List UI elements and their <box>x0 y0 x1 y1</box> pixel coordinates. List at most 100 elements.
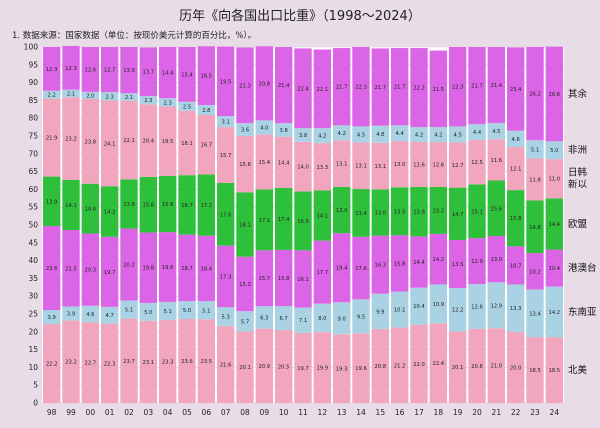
bar-segment <box>139 104 158 177</box>
data-label: 21.7 <box>336 85 348 91</box>
bar-segment <box>81 47 100 92</box>
bar-segment <box>216 127 235 183</box>
data-label: 10.4 <box>549 266 561 272</box>
bar-segment <box>120 300 138 319</box>
data-label: 15.7 <box>259 276 271 282</box>
y-tick-label: 95 <box>28 60 38 69</box>
data-label: 18.1 <box>239 222 251 228</box>
bar-segment <box>448 142 467 188</box>
bar-segment <box>448 126 467 143</box>
bar-segment <box>100 323 119 403</box>
y-tick-label: 70 <box>28 149 38 158</box>
bar-segment <box>410 186 428 237</box>
data-label: 7.1 <box>299 318 307 324</box>
data-label: 4.8 <box>376 132 384 138</box>
bar-segment <box>390 291 409 328</box>
bar-segment <box>216 116 235 128</box>
x-tick-label: 07 <box>221 408 231 417</box>
bar-segment <box>313 303 332 333</box>
data-label: 23.7 <box>123 359 135 365</box>
chart-title: 历年《向各国出口比重》（1998～2024） <box>179 8 421 24</box>
data-label: 22.1 <box>123 138 135 144</box>
legend-entry: 非洲 <box>568 144 587 156</box>
bar-segment <box>487 123 506 140</box>
x-tick-label: 13 <box>337 408 347 417</box>
bar-segment <box>62 89 80 98</box>
bar-segment <box>448 239 467 289</box>
bar-segment <box>42 90 61 99</box>
x-tick-label: 20 <box>472 408 482 417</box>
data-label: 4.6 <box>512 137 520 143</box>
bar-segment <box>313 128 332 144</box>
bar-segment <box>100 306 119 324</box>
data-label: 15.8 <box>510 216 522 222</box>
bar-segment <box>100 186 119 237</box>
bar-segment <box>410 142 428 187</box>
bar-segment <box>487 47 506 124</box>
bar-segment <box>178 47 196 102</box>
data-label: 21.4 <box>491 83 503 89</box>
bar-segment <box>294 128 312 142</box>
data-label: 5.0 <box>183 308 191 314</box>
bar-segment <box>390 235 409 292</box>
data-label: 5.7 <box>241 319 249 325</box>
data-label: 21.5 <box>433 87 445 93</box>
bar-segment <box>410 324 428 403</box>
data-label: 23.5 <box>201 359 213 365</box>
data-label: 20.5 <box>278 365 290 371</box>
bar-segment <box>236 192 254 257</box>
bar-segment <box>526 289 544 338</box>
bar-segment <box>468 47 486 125</box>
legend-label: 非洲 <box>568 144 587 156</box>
y-tick-label: 75 <box>28 132 38 141</box>
data-label: 5.1 <box>164 309 172 315</box>
bar-segment <box>274 47 293 124</box>
data-label: 20.3 <box>85 268 97 274</box>
bar-segment <box>139 96 158 105</box>
bar-segment <box>216 46 235 117</box>
x-tick-label: 18 <box>434 408 444 417</box>
x-tick-label: 22 <box>511 408 521 417</box>
data-label: 3.9 <box>67 311 75 317</box>
data-label: 21.7 <box>394 85 406 91</box>
data-label: 15.8 <box>278 276 290 282</box>
data-label: 14.4 <box>278 160 290 166</box>
bar-segment <box>332 48 351 126</box>
bar-segment <box>506 331 525 403</box>
data-label: 10.7 <box>510 263 522 269</box>
data-label: 14.4 <box>549 222 561 228</box>
y-tick-label: 35 <box>28 274 38 283</box>
data-label: 19.5 <box>162 139 174 145</box>
data-label: 8.0 <box>318 316 326 322</box>
data-label: 2.5 <box>183 104 191 110</box>
bar-segment <box>506 284 525 332</box>
data-label: 4.4 <box>473 130 482 136</box>
data-label: 22.3 <box>355 85 367 91</box>
data-label: 5.0 <box>144 310 152 316</box>
legend-label: 北美 <box>568 364 588 376</box>
bar-segment <box>371 293 390 329</box>
data-label: 24.1 <box>104 141 116 147</box>
data-label: 2.8 <box>202 108 210 114</box>
data-label: 19.7 <box>104 270 116 276</box>
y-tick-label: 50 <box>28 221 38 230</box>
bar-segment <box>236 331 254 403</box>
data-label: 13.0 <box>336 208 348 214</box>
data-label: 15.3 <box>239 282 251 288</box>
bar-segment <box>294 48 312 129</box>
bar-segment <box>410 127 428 143</box>
data-label: 15.7 <box>220 153 232 159</box>
y-tick-label: 55 <box>28 203 38 212</box>
data-label: 13.4 <box>529 311 541 317</box>
data-label: 23.2 <box>65 360 77 366</box>
data-label: 16.1 <box>297 277 309 283</box>
bar-segment <box>410 48 428 128</box>
bar-segment <box>448 288 467 332</box>
bar-segment <box>429 127 448 143</box>
data-label: 2.3 <box>144 98 152 104</box>
bar-segment <box>236 136 254 193</box>
bar-segment <box>178 175 196 235</box>
data-label: 13.8 <box>123 202 135 208</box>
bar-segment <box>468 124 486 140</box>
